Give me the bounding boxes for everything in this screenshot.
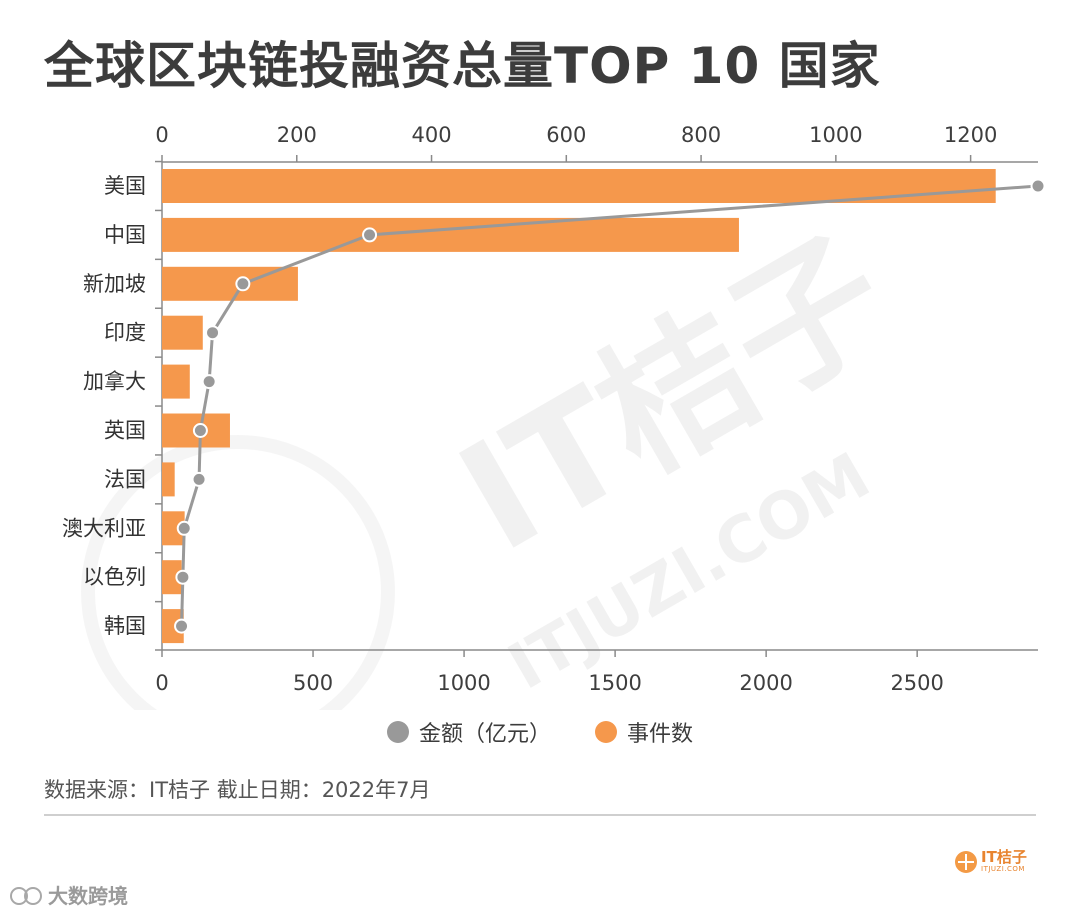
bottom-tick-label: 2000 xyxy=(739,671,792,695)
amount-line xyxy=(180,184,1039,627)
amount-point-2 xyxy=(362,227,378,243)
bar-8 xyxy=(162,511,185,546)
category-label: 新加坡 xyxy=(83,272,146,296)
legend-dot-amount xyxy=(386,721,409,743)
legend-item-amount[interactable]: 金额（亿元） xyxy=(386,716,551,748)
amount-point-5 xyxy=(201,374,217,390)
category-label: 韩国 xyxy=(104,614,146,638)
bottom-tick-label: 1000 xyxy=(437,671,490,695)
category-label: 澳大利亚 xyxy=(62,516,146,540)
category-label: 法国 xyxy=(104,467,146,491)
amount-point-6 xyxy=(192,423,208,438)
legend-label-amount: 金额（亿元） xyxy=(418,722,551,747)
chart-title: 全球区块链投融资总量TOP 10 国家 xyxy=(44,37,881,95)
legend: 金额（亿元） 事件数 xyxy=(0,716,1080,748)
category-label: 美国 xyxy=(104,174,146,198)
amount-point-8 xyxy=(176,520,192,536)
top-tick-label: 1200 xyxy=(944,123,997,147)
bar-2 xyxy=(162,217,739,252)
orange-icon xyxy=(955,850,977,873)
bar-1 xyxy=(162,169,996,203)
logo-sub: ITJUZI.COM xyxy=(981,865,1025,873)
bottom-tick-label: 500 xyxy=(293,671,333,695)
top-tick-label: 0 xyxy=(155,123,168,147)
category-label: 以色列 xyxy=(83,565,146,589)
legend-item-events[interactable]: 事件数 xyxy=(595,716,693,748)
bar-7 xyxy=(162,462,175,497)
amount-point-4 xyxy=(205,325,221,341)
amount-point-10 xyxy=(174,618,190,634)
watermark-circle xyxy=(81,435,395,710)
category-label: 加拿大 xyxy=(83,370,146,394)
top-tick-label: 800 xyxy=(681,123,721,147)
amount-point-1 xyxy=(1030,178,1046,194)
top-tick-label: 600 xyxy=(546,123,586,147)
logo-name: IT桔子 xyxy=(981,848,1027,866)
top-tick-label: 400 xyxy=(411,123,451,147)
labels: 0 200 400 600 800 1000 1200 0 500 1000 1500 2000 250… xyxy=(62,123,997,695)
bottom-tick-label: 0 xyxy=(155,671,168,695)
top-tick-label: 1000 xyxy=(809,123,862,147)
data-source: 数据来源：IT桔子 截止日期：2022年7月 xyxy=(44,778,431,802)
bar-5 xyxy=(162,364,190,399)
bottom-tick-label: 1500 xyxy=(588,671,641,695)
corner-watermark: 大数跨境 xyxy=(8,880,128,909)
line-series xyxy=(174,178,1046,634)
amount-point-3 xyxy=(235,276,251,292)
bar-series xyxy=(162,169,996,644)
bar-4 xyxy=(162,315,203,350)
brand-logo: IT桔子 ITJUZI.COM xyxy=(955,850,1027,873)
bar-9 xyxy=(162,560,182,595)
amount-point-9 xyxy=(175,569,191,585)
legend-dot-events xyxy=(595,721,617,743)
divider xyxy=(44,814,1036,816)
category-label: 印度 xyxy=(104,321,146,345)
bar-10 xyxy=(162,609,184,644)
amount-point-7 xyxy=(191,471,207,487)
corner-mark-text: 大数跨境 xyxy=(48,884,128,908)
category-label: 中国 xyxy=(104,223,146,247)
watermark-brand: IT桔子 xyxy=(433,206,917,586)
category-label: 英国 xyxy=(104,419,146,443)
legend-label-events: 事件数 xyxy=(627,722,694,747)
bottom-tick-label: 2500 xyxy=(890,671,943,695)
top-tick-label: 200 xyxy=(277,123,317,147)
corner-logo-icon xyxy=(8,884,44,906)
